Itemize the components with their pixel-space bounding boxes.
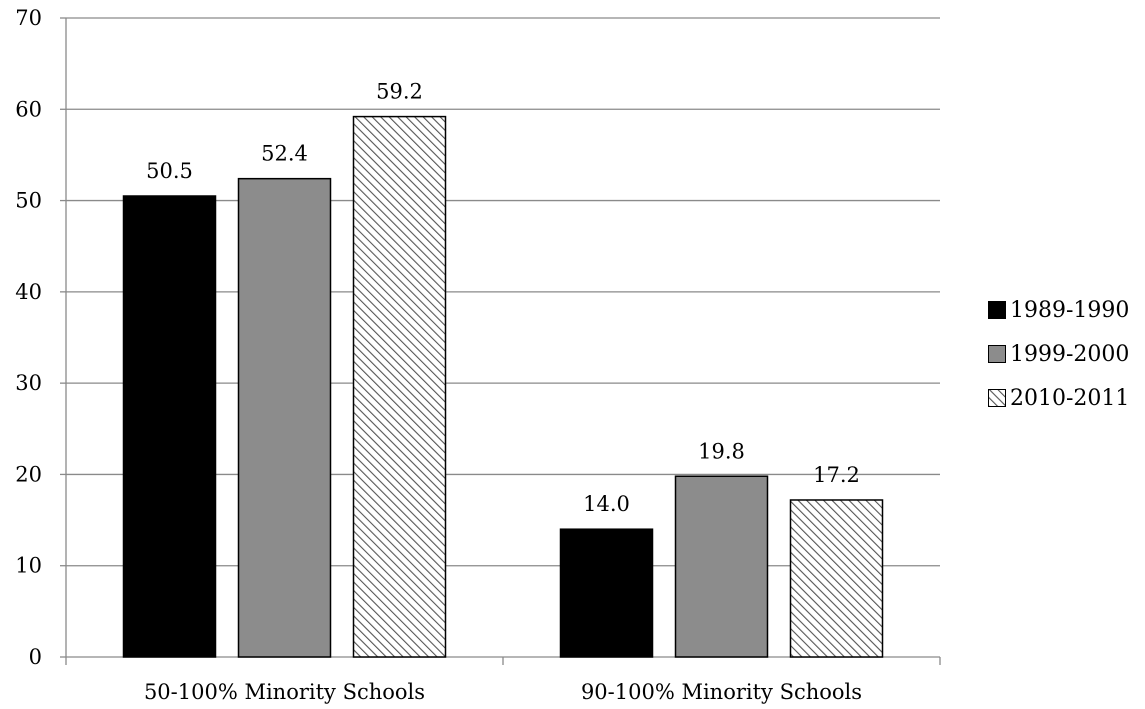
legend-item-3: 2010-2011: [988, 376, 1129, 420]
data-label: 59.2: [376, 80, 423, 104]
x-tick-label: 50-100% Minority Schools: [144, 680, 425, 704]
legend-item-1: 1989-1990: [988, 288, 1129, 332]
y-tick-label: 70: [15, 6, 42, 30]
data-label: 14.0: [583, 492, 630, 516]
bar-1989-1990-2: [559, 528, 654, 658]
y-tick-label: 20: [15, 462, 42, 486]
legend-label-2010-2011: 2010-2011: [1010, 385, 1130, 411]
y-tick-label: 60: [15, 97, 42, 121]
legend-label-1999-2000: 1999-2000: [1010, 341, 1130, 367]
data-label: 17.2: [813, 463, 860, 487]
x-tick-label: 90-100% Minority Schools: [581, 680, 862, 704]
y-tick-label: 0: [29, 645, 42, 669]
y-tick-label: 40: [15, 280, 42, 304]
y-tick-label: 30: [15, 371, 42, 395]
bar-1999-2000-1: [237, 177, 332, 658]
legend: 1989-1990 1999-2000 2010-2011: [988, 288, 1129, 420]
legend-swatch-1989-1990: [988, 301, 1006, 319]
legend-swatch-2010-2011: [988, 389, 1006, 407]
data-labels: 50.5 52.4 59.2 14.0 19.8 17.2: [146, 80, 860, 517]
data-label: 52.4: [261, 142, 308, 166]
bar-1999-2000-2: [674, 475, 769, 658]
y-tick-label: 10: [15, 554, 42, 578]
bar-2010-2011-1: [352, 115, 447, 658]
bar-2010-2011-2: [789, 499, 884, 658]
legend-label-1989-1990: 1989-1990: [1010, 297, 1130, 323]
data-label: 19.8: [698, 439, 745, 463]
bar-1989-1990-1: [122, 195, 217, 658]
legend-item-2: 1999-2000: [988, 332, 1129, 376]
data-label: 50.5: [146, 159, 193, 183]
legend-swatch-1999-2000: [988, 345, 1006, 363]
y-tick-label: 50: [15, 189, 42, 213]
bars: [122, 115, 884, 658]
